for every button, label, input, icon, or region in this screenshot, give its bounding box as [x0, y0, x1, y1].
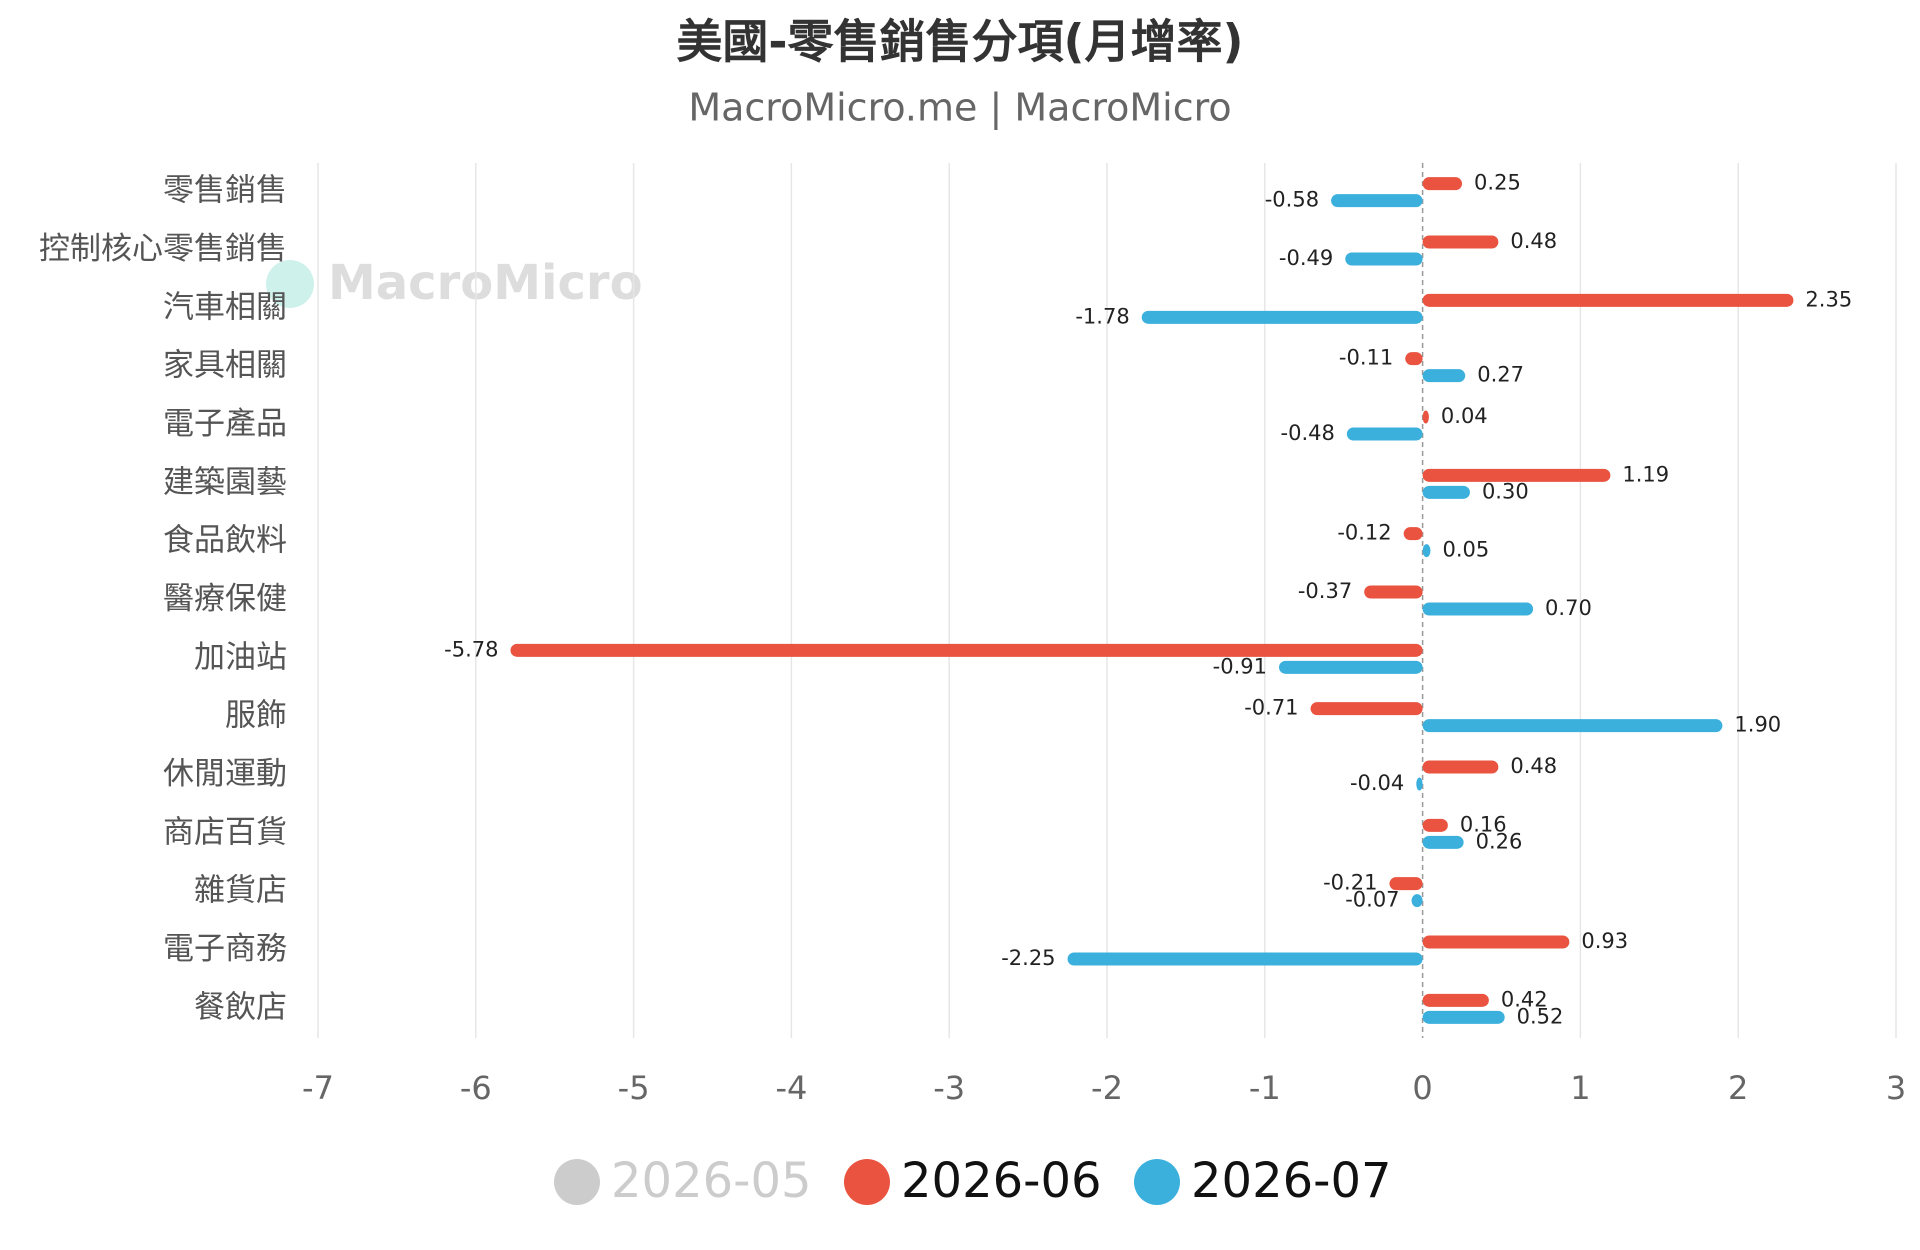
legend-marker — [554, 1159, 600, 1205]
x-tick-label: -5 — [618, 1069, 650, 1107]
data-label: 1.19 — [1622, 462, 1669, 486]
bar — [1422, 835, 1464, 849]
data-label: -2.25 — [1001, 946, 1055, 970]
bar — [1389, 877, 1423, 891]
chart-subtitle: MacroMicro.me | MacroMicro — [688, 86, 1231, 131]
bar — [1422, 235, 1499, 249]
data-label: -0.04 — [1350, 771, 1404, 795]
legend-label: 2026-05 — [611, 1153, 812, 1209]
bar — [1331, 194, 1423, 208]
data-label: 0.25 — [1474, 171, 1521, 195]
bar — [1345, 252, 1423, 266]
data-label: -0.07 — [1345, 888, 1399, 912]
y-tick-label: 汽車相關 — [163, 289, 287, 325]
y-tick-label: 休閒運動 — [163, 756, 287, 792]
data-label: 0.30 — [1482, 479, 1529, 503]
y-tick-label: 零售銷售 — [163, 173, 287, 209]
bar — [1403, 527, 1423, 541]
bar — [1422, 760, 1499, 774]
bar — [1422, 719, 1723, 733]
data-label: 0.52 — [1517, 1004, 1564, 1028]
bar — [1422, 602, 1534, 616]
bar — [1346, 427, 1423, 441]
data-label: -5.78 — [444, 637, 498, 661]
bar — [1141, 310, 1423, 324]
x-tick-label: -2 — [1091, 1069, 1123, 1107]
data-label: 0.04 — [1441, 404, 1488, 428]
legend-marker — [844, 1159, 890, 1205]
data-label: 0.05 — [1442, 538, 1489, 562]
bar — [1422, 369, 1466, 383]
legend-label: 2026-07 — [1191, 1153, 1392, 1209]
bar — [1422, 544, 1431, 558]
x-tick-label: -3 — [933, 1069, 965, 1107]
bar — [1310, 702, 1423, 716]
data-label: -0.49 — [1279, 246, 1333, 270]
data-label: -0.91 — [1213, 654, 1267, 678]
data-label: 0.93 — [1581, 929, 1628, 953]
data-label: -0.21 — [1323, 871, 1377, 895]
data-label: 0.48 — [1510, 754, 1557, 778]
data-label: 0.27 — [1477, 363, 1524, 387]
bar — [1422, 818, 1448, 832]
y-tick-label: 控制核心零售銷售 — [39, 231, 287, 267]
data-label: 0.42 — [1501, 987, 1548, 1011]
y-tick-label: 服飾 — [225, 698, 287, 734]
x-tick-label: -4 — [775, 1069, 807, 1107]
x-tick-label: 1 — [1570, 1069, 1590, 1107]
legend-marker — [1134, 1159, 1180, 1205]
x-tick-label: -7 — [302, 1069, 334, 1107]
bar — [1422, 468, 1611, 482]
bar — [1067, 952, 1423, 966]
bar — [1422, 485, 1470, 499]
y-tick-label: 家具相關 — [163, 348, 287, 384]
y-tick-label: 餐飲店 — [194, 989, 287, 1025]
data-label: 0.26 — [1476, 829, 1523, 853]
data-label: -0.11 — [1339, 346, 1393, 370]
y-tick-label: 電子產品 — [163, 406, 287, 442]
data-label: -0.71 — [1244, 696, 1298, 720]
bar — [1422, 993, 1489, 1007]
y-tick-label: 醫療保健 — [163, 581, 287, 617]
bar — [1422, 293, 1794, 307]
watermark: MacroMicro — [328, 255, 643, 311]
y-tick-label: 加油站 — [194, 639, 287, 675]
data-label: 2.35 — [1805, 287, 1852, 311]
legend-label: 2026-06 — [901, 1153, 1102, 1209]
bar — [1416, 777, 1423, 791]
data-label: -0.37 — [1298, 579, 1352, 603]
bar — [1364, 585, 1423, 599]
data-label: 0.16 — [1460, 812, 1507, 836]
y-tick-label: 電子商務 — [163, 931, 287, 967]
chart-title: 美國-零售銷售分項(月增率) — [676, 15, 1243, 69]
data-label: 0.48 — [1510, 229, 1557, 253]
bar — [510, 643, 1423, 657]
y-tick-label: 食品飲料 — [163, 523, 287, 559]
bar — [1422, 177, 1463, 191]
data-label: 0.70 — [1545, 596, 1592, 620]
x-tick-label: 0 — [1412, 1069, 1432, 1107]
bar — [1422, 410, 1429, 424]
bar — [1279, 660, 1423, 674]
data-label: -0.58 — [1265, 188, 1319, 212]
y-tick-label: 建築園藝 — [163, 464, 287, 500]
x-tick-label: 2 — [1728, 1069, 1748, 1107]
watermark-logo — [266, 260, 314, 308]
data-label: -0.48 — [1281, 421, 1335, 445]
x-tick-label: -1 — [1249, 1069, 1281, 1107]
x-tick-label: 3 — [1886, 1069, 1906, 1107]
data-label: 1.90 — [1734, 713, 1781, 737]
y-tick-label: 商店百貨 — [163, 814, 287, 850]
y-tick-label: 雜貨店 — [194, 873, 287, 909]
bar — [1405, 352, 1423, 366]
bar — [1422, 1010, 1505, 1024]
x-tick-label: -6 — [460, 1069, 492, 1107]
data-label: -0.12 — [1337, 521, 1391, 545]
bar — [1411, 894, 1423, 908]
data-label: -1.78 — [1075, 304, 1129, 328]
bar — [1422, 935, 1570, 949]
